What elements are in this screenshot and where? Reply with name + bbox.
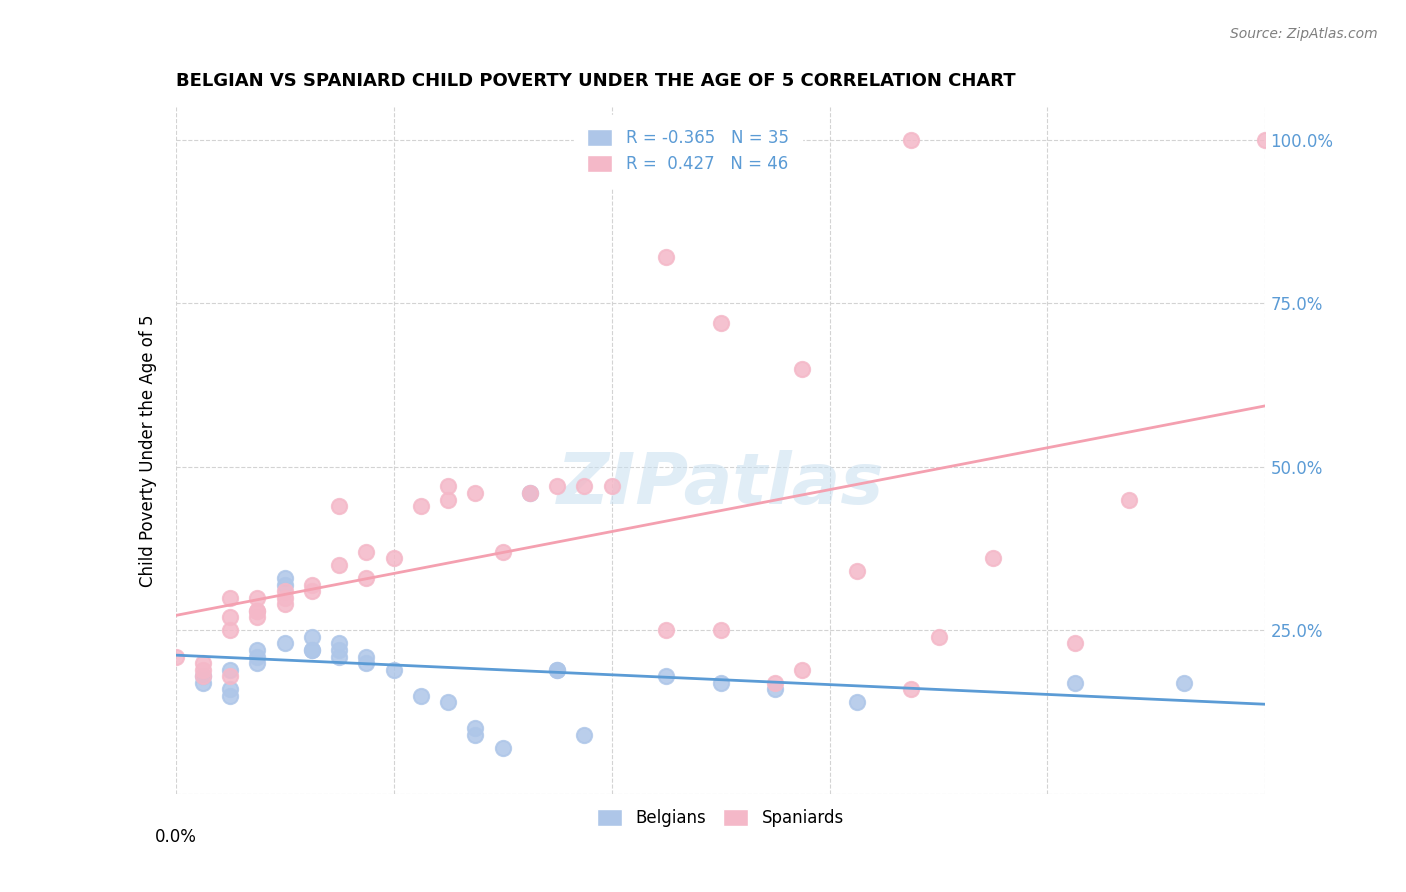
Point (246, 591, 269, 605)
Point (382, 551, 405, 566)
Point (356, 545, 378, 559)
Point (219, 610, 242, 624)
Point (574, 479, 596, 493)
Point (356, 649, 378, 664)
Y-axis label: Child Poverty Under the Age of 5: Child Poverty Under the Age of 5 (139, 314, 157, 587)
Point (710, 316, 733, 330)
Point (981, 551, 1004, 566)
Text: ZIPatlas: ZIPatlas (557, 450, 884, 519)
Point (409, 689, 432, 703)
Point (219, 624, 242, 638)
Point (845, 695, 868, 709)
Point (900, 133, 922, 147)
Point (246, 604, 269, 618)
Point (1173, 675, 1195, 690)
Point (655, 251, 678, 265)
Point (219, 669, 242, 683)
Point (328, 558, 350, 572)
Point (301, 630, 323, 644)
Point (219, 682, 242, 697)
Point (191, 669, 214, 683)
Point (1254, 133, 1277, 147)
Legend: Belgians, Spaniards: Belgians, Spaniards (591, 802, 851, 834)
Point (328, 499, 350, 513)
Point (191, 675, 214, 690)
Point (464, 728, 486, 742)
Point (356, 571, 378, 585)
Point (328, 649, 350, 664)
Point (574, 728, 596, 742)
Point (274, 597, 297, 611)
Point (437, 695, 460, 709)
Point (409, 499, 432, 513)
Point (492, 545, 515, 559)
Point (1063, 675, 1085, 690)
Point (710, 675, 733, 690)
Point (437, 479, 460, 493)
Point (763, 682, 786, 697)
Point (219, 663, 242, 677)
Point (246, 604, 269, 618)
Point (382, 663, 405, 677)
Point (928, 630, 950, 644)
Text: Source: ZipAtlas.com: Source: ZipAtlas.com (1230, 27, 1378, 41)
Point (1118, 492, 1140, 507)
Point (519, 486, 541, 500)
Point (900, 682, 922, 697)
Text: 0.0%: 0.0% (155, 828, 197, 847)
Point (246, 649, 269, 664)
Point (845, 565, 868, 579)
Point (246, 656, 269, 670)
Point (519, 486, 541, 500)
Point (219, 591, 242, 605)
Point (655, 624, 678, 638)
Point (219, 689, 242, 703)
Point (301, 643, 323, 657)
Point (191, 669, 214, 683)
Point (710, 624, 733, 638)
Point (274, 577, 297, 591)
Point (792, 361, 814, 376)
Point (301, 577, 323, 591)
Point (356, 656, 378, 670)
Point (546, 479, 568, 493)
Point (274, 591, 297, 605)
Point (328, 643, 350, 657)
Point (328, 636, 350, 650)
Point (274, 571, 297, 585)
Text: BELGIAN VS SPANIARD CHILD POVERTY UNDER THE AGE OF 5 CORRELATION CHART: BELGIAN VS SPANIARD CHILD POVERTY UNDER … (176, 72, 1015, 90)
Point (191, 663, 214, 677)
Point (246, 610, 269, 624)
Point (301, 643, 323, 657)
Point (274, 584, 297, 599)
Point (464, 722, 486, 736)
Point (165, 649, 187, 664)
Point (274, 636, 297, 650)
Point (191, 656, 214, 670)
Point (600, 479, 623, 493)
Point (492, 741, 515, 756)
Point (546, 663, 568, 677)
Point (655, 669, 678, 683)
Point (1063, 636, 1085, 650)
Point (792, 663, 814, 677)
Point (301, 584, 323, 599)
Point (464, 486, 486, 500)
Point (437, 492, 460, 507)
Point (246, 643, 269, 657)
Point (763, 675, 786, 690)
Point (546, 663, 568, 677)
